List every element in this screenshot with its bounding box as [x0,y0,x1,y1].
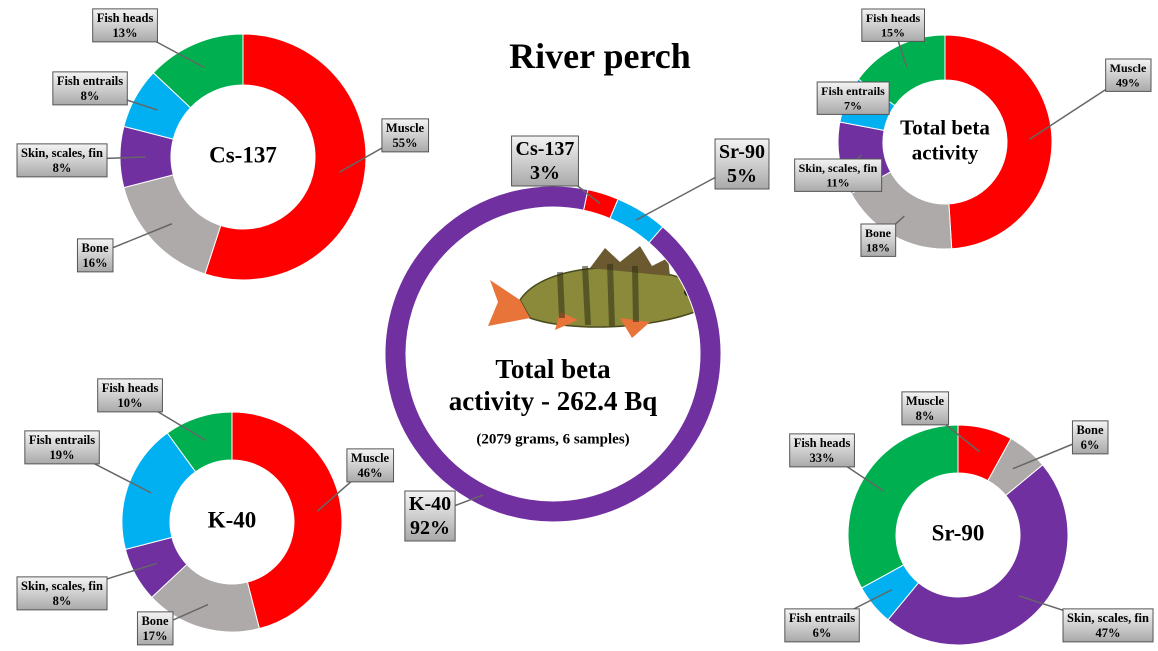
category-label: Muscle [1110,61,1147,75]
center-label: activity [912,140,979,164]
category-label: Bone [1076,423,1104,437]
value-label: 8% [53,161,72,175]
category-label: K-40 [409,493,451,515]
category-label: Fish heads [794,436,851,450]
callout: Muscle49% [1106,59,1151,91]
category-label: Skin, scales, fin [21,579,103,593]
value-label: 46% [358,466,383,480]
category-label: Cs-137 [516,138,575,160]
value-label: 55% [393,136,418,150]
category-label: Muscle [351,451,390,465]
value-label: 15% [881,25,905,39]
value-label: 33% [810,451,835,465]
category-label: Skin, scales, fin [21,146,103,160]
callout: Fish entrails6% [785,609,859,642]
value-label: 6% [813,626,832,640]
value-label: 47% [1096,626,1121,640]
category-label: Fish heads [97,11,154,25]
category-label: Muscle [386,121,425,135]
center-label: Total beta [900,115,990,139]
value-label: 7% [844,98,862,112]
callout-label: Bone18% [865,226,892,254]
value-label: 19% [50,448,75,462]
category-label: Fish heads [866,11,921,25]
value-label: 18% [866,240,890,254]
center-label: K-40 [208,507,257,532]
category-label: Muscle [906,394,945,408]
category-label: Sr-90 [719,141,765,163]
value-label: 3% [530,162,560,184]
category-label: Skin, scales, fin [1067,611,1149,625]
category-label: Fish entrails [57,74,123,88]
callout: Fish entrails8% [53,72,127,105]
chart-title: River perch [509,36,691,76]
center-label: Total beta [495,354,611,384]
center-subtitle: (2079 grams, 6 samples) [476,431,629,447]
callout: Cs-1373% [512,136,579,186]
category-label: Fish entrails [821,84,885,98]
category-label: Bone [81,241,109,255]
callout: Skin, scales, fin8% [17,144,107,177]
category-label: Fish entrails [789,611,855,625]
category-label: Skin, scales, fin [799,161,878,175]
callout: Fish entrails7% [817,82,889,114]
value-label: 11% [826,175,849,189]
value-label: 5% [727,165,757,187]
value-label: 16% [83,256,108,270]
value-label: 8% [916,409,935,423]
callout: Bone18% [861,224,896,256]
value-label: 92% [410,517,450,539]
category-label: Bone [865,226,892,240]
callout: Skin, scales, fin11% [795,159,882,191]
category-label: Fish entrails [29,433,95,447]
value-label: 49% [1116,75,1140,89]
category-label: Fish heads [102,381,159,395]
value-label: 8% [53,594,72,608]
value-label: 13% [113,26,138,40]
center-label: Cs-137 [209,142,277,167]
callout: Bone16% [77,239,113,272]
value-label: 10% [118,396,143,410]
value-label: 6% [1081,438,1100,452]
center-label: activity - 262.4 Bq [449,386,658,416]
chart: River perch Total betaactivity - 262.4 B… [0,0,1158,651]
category-label: Bone [141,614,169,628]
value-label: 17% [143,629,168,643]
center-label: Sr-90 [932,520,985,545]
value-label: 8% [81,89,100,103]
